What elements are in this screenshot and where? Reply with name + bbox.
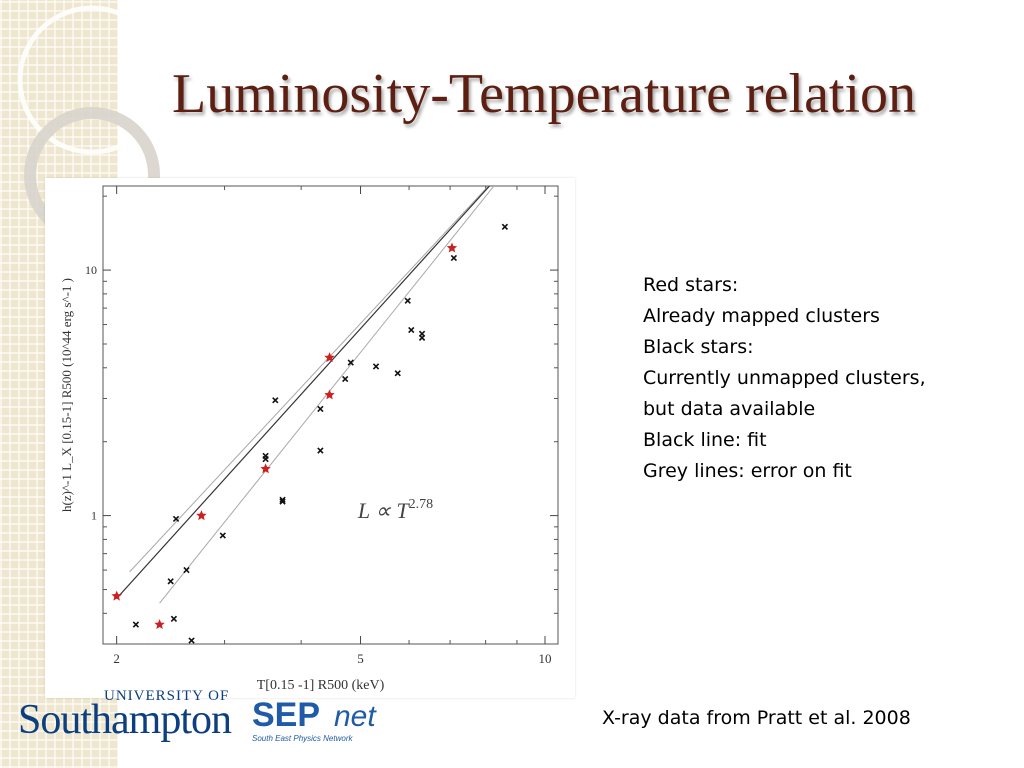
y-axis-label: h(z)^-1 L_X [0.15-1] R500 (10^44 erg s^-… bbox=[59, 278, 74, 512]
fit-line bbox=[116, 186, 491, 599]
red-star-point bbox=[111, 590, 122, 601]
note-line: Already mapped clusters bbox=[643, 305, 880, 327]
fit-annotation-exponent: 2.78 bbox=[409, 497, 434, 512]
black-star-point bbox=[170, 615, 178, 622]
plot-frame bbox=[102, 185, 559, 645]
sepnet-subtitle: South East Physics Network bbox=[252, 734, 353, 743]
x-tick-label: 10 bbox=[539, 651, 552, 666]
black-star-point bbox=[450, 254, 458, 262]
black-star-point bbox=[317, 447, 324, 454]
red-star-point bbox=[324, 352, 335, 363]
black-star-point bbox=[394, 370, 401, 377]
red-star-point bbox=[324, 389, 335, 400]
fit-annotation-base: L ∝ T bbox=[357, 498, 411, 523]
black-star-point bbox=[132, 621, 140, 628]
black-star-point bbox=[183, 566, 190, 574]
black-star-point bbox=[272, 397, 279, 404]
southampton-logo: UNIVERSITY OF Southampton bbox=[18, 688, 250, 750]
sepnet-main: SEP bbox=[252, 696, 321, 734]
black-star-point bbox=[418, 330, 426, 337]
legend-notes: Red stars: Already mapped clusters Black… bbox=[643, 270, 1003, 487]
university-line: UNIVERSITY OF bbox=[104, 688, 230, 704]
x-tick-label: 5 bbox=[357, 651, 364, 666]
note-line: Black line: fit bbox=[643, 429, 767, 451]
red-star-point bbox=[446, 242, 458, 253]
black-star-point bbox=[408, 326, 415, 334]
note-line: Grey lines: error on fit bbox=[643, 460, 852, 482]
black-star-point bbox=[172, 515, 180, 523]
black-star-point bbox=[219, 532, 226, 539]
black-star-point bbox=[279, 498, 286, 505]
fit-annotation: L ∝ T2.78 bbox=[357, 497, 433, 523]
lt-scatter-chart: 2 5 10 1 10 T[0.15 -1] R500 (keV) h(z)^-1 L_X … bbox=[59, 185, 559, 693]
slide-title: Luminosity-Temperature relation bbox=[172, 63, 917, 125]
black-star-point bbox=[167, 578, 174, 585]
black-star-point bbox=[347, 359, 354, 366]
error-line bbox=[129, 186, 490, 573]
sepnet-suffix: net bbox=[334, 700, 376, 733]
sepnet-logo: SEP net South East Physics Network bbox=[252, 696, 377, 746]
x-tick-label: 2 bbox=[113, 651, 120, 666]
black-star-point bbox=[372, 363, 380, 370]
red-star-point bbox=[260, 463, 271, 474]
black-star-point bbox=[262, 452, 269, 460]
red-star-point bbox=[154, 619, 165, 629]
black-star-point bbox=[501, 223, 509, 231]
note-line: Currently unmapped clusters, bbox=[643, 367, 926, 389]
y-tick-label: 1 bbox=[91, 509, 97, 523]
red-star-point bbox=[196, 510, 207, 521]
note-line: Black stars: bbox=[643, 336, 754, 358]
x-axis-label: T[0.15 -1] R500 (keV) bbox=[257, 678, 385, 693]
black-star-point bbox=[404, 297, 411, 304]
note-line: but data available bbox=[643, 398, 816, 420]
error-line bbox=[159, 186, 495, 604]
university-name: Southampton bbox=[18, 697, 232, 743]
chart-panel: 2 5 10 1 10 T[0.15 -1] R500 (keV) h(z)^-1 L_X … bbox=[45, 178, 575, 698]
note-line: Red stars: bbox=[643, 274, 739, 296]
y-tick-label: 10 bbox=[85, 263, 97, 277]
data-credit: X-ray data from Pratt et al. 2008 bbox=[602, 707, 911, 729]
black-star-point bbox=[188, 637, 195, 644]
black-star-point bbox=[317, 405, 324, 413]
black-star-point bbox=[342, 375, 349, 383]
plot-lines bbox=[116, 186, 495, 604]
black-star-point bbox=[279, 496, 286, 503]
